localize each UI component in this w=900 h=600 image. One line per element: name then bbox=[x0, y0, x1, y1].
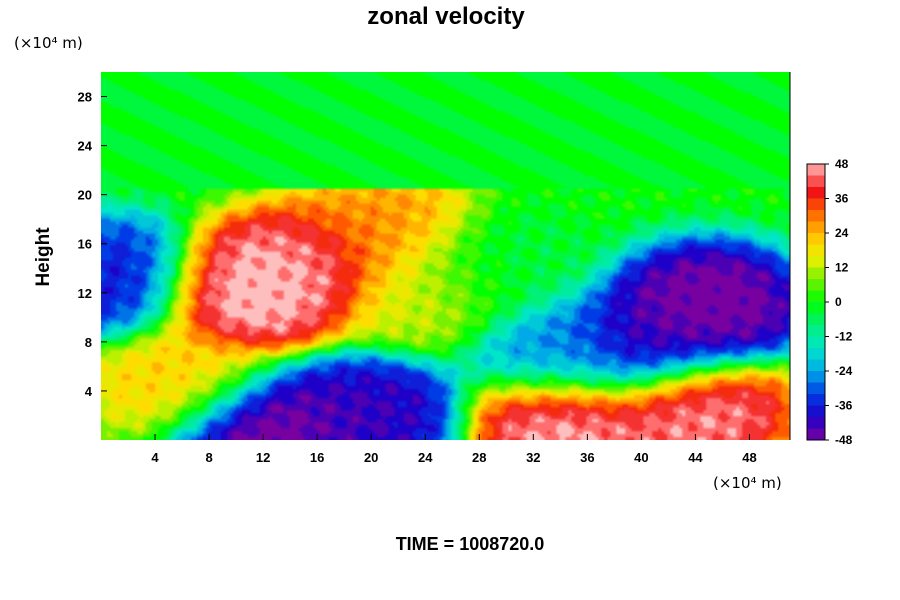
y-tick-label: 28 bbox=[78, 90, 92, 105]
colorbar-band bbox=[807, 348, 825, 360]
y-tick-label: 24 bbox=[78, 139, 93, 154]
colorbar-band bbox=[807, 290, 825, 303]
x-tick-label: 12 bbox=[256, 450, 270, 465]
y-axis-unit: (×10⁴ m) bbox=[14, 34, 83, 52]
colorbar-band bbox=[807, 187, 825, 199]
colorbar-tick-label: 36 bbox=[835, 192, 849, 206]
x-tick-label: 40 bbox=[634, 450, 648, 465]
colorbar-tick-label: 48 bbox=[835, 157, 849, 171]
colorbar-band bbox=[807, 336, 825, 349]
colorbar-band bbox=[807, 382, 825, 395]
colorbar-tick-label: -48 bbox=[835, 433, 853, 447]
y-tick-label: 16 bbox=[78, 237, 92, 252]
colorbar: 48 36 24 12 0 -12 -24 -36 -48 bbox=[806, 157, 853, 447]
colorbar-tick-label: -36 bbox=[835, 399, 853, 413]
colorbar-band bbox=[807, 267, 825, 280]
y-tick-label: 12 bbox=[78, 286, 92, 301]
x-axis-unit: (×10⁴ m) bbox=[713, 474, 782, 492]
colorbar-band bbox=[807, 244, 825, 257]
x-tick-label: 36 bbox=[580, 450, 594, 465]
x-ticks: 4 8 12 16 20 24 28 32 36 40 44 48 bbox=[151, 434, 757, 465]
colorbar-band bbox=[807, 233, 825, 245]
colorbar-band bbox=[807, 256, 825, 268]
x-tick-label: 28 bbox=[472, 450, 486, 465]
colorbar-band bbox=[807, 371, 825, 383]
heatmap-field bbox=[101, 72, 790, 440]
x-tick-label: 44 bbox=[688, 450, 703, 465]
time-label: TIME = 1008720.0 bbox=[396, 534, 545, 554]
colorbar-band bbox=[807, 417, 825, 429]
y-ticks: 4 8 12 16 20 24 28 bbox=[78, 90, 107, 399]
x-tick-label: 24 bbox=[418, 450, 433, 465]
colorbar-band bbox=[807, 359, 825, 372]
colorbar-band bbox=[807, 394, 825, 406]
chart-title: zonal velocity bbox=[367, 3, 525, 30]
x-tick-label: 32 bbox=[526, 450, 540, 465]
colorbar-tick-label: 12 bbox=[835, 261, 849, 275]
plot-area bbox=[101, 72, 791, 440]
colorbar-band bbox=[807, 405, 825, 418]
colorbar-band bbox=[807, 325, 825, 337]
x-tick-label: 20 bbox=[364, 450, 378, 465]
colorbar-band bbox=[807, 198, 825, 211]
colorbar-tick-label: 24 bbox=[835, 226, 849, 240]
colorbar-tick-label: -12 bbox=[835, 330, 853, 344]
colorbar-band bbox=[807, 221, 825, 234]
colorbar-band bbox=[807, 313, 825, 326]
y-tick-label: 8 bbox=[85, 335, 92, 350]
colorbar-tick-label: 0 bbox=[835, 295, 842, 309]
colorbar-band bbox=[807, 428, 825, 441]
colorbar-tick-label: -24 bbox=[835, 364, 853, 378]
y-axis-label: Height bbox=[33, 227, 54, 287]
y-tick-label: 20 bbox=[78, 188, 92, 203]
x-tick-label: 16 bbox=[310, 450, 324, 465]
colorbar-band bbox=[807, 210, 825, 222]
colorbar-ticks: 48 36 24 12 0 -12 -24 -36 -48 bbox=[825, 157, 853, 447]
colorbar-band bbox=[807, 279, 825, 291]
x-tick-label: 4 bbox=[151, 450, 159, 465]
colorbar-bands bbox=[807, 164, 825, 441]
y-tick-label: 4 bbox=[85, 384, 93, 399]
colorbar-band bbox=[807, 175, 825, 188]
x-tick-label: 8 bbox=[205, 450, 212, 465]
colorbar-band bbox=[807, 302, 825, 314]
x-tick-label: 48 bbox=[742, 450, 756, 465]
colorbar-band bbox=[807, 164, 825, 176]
